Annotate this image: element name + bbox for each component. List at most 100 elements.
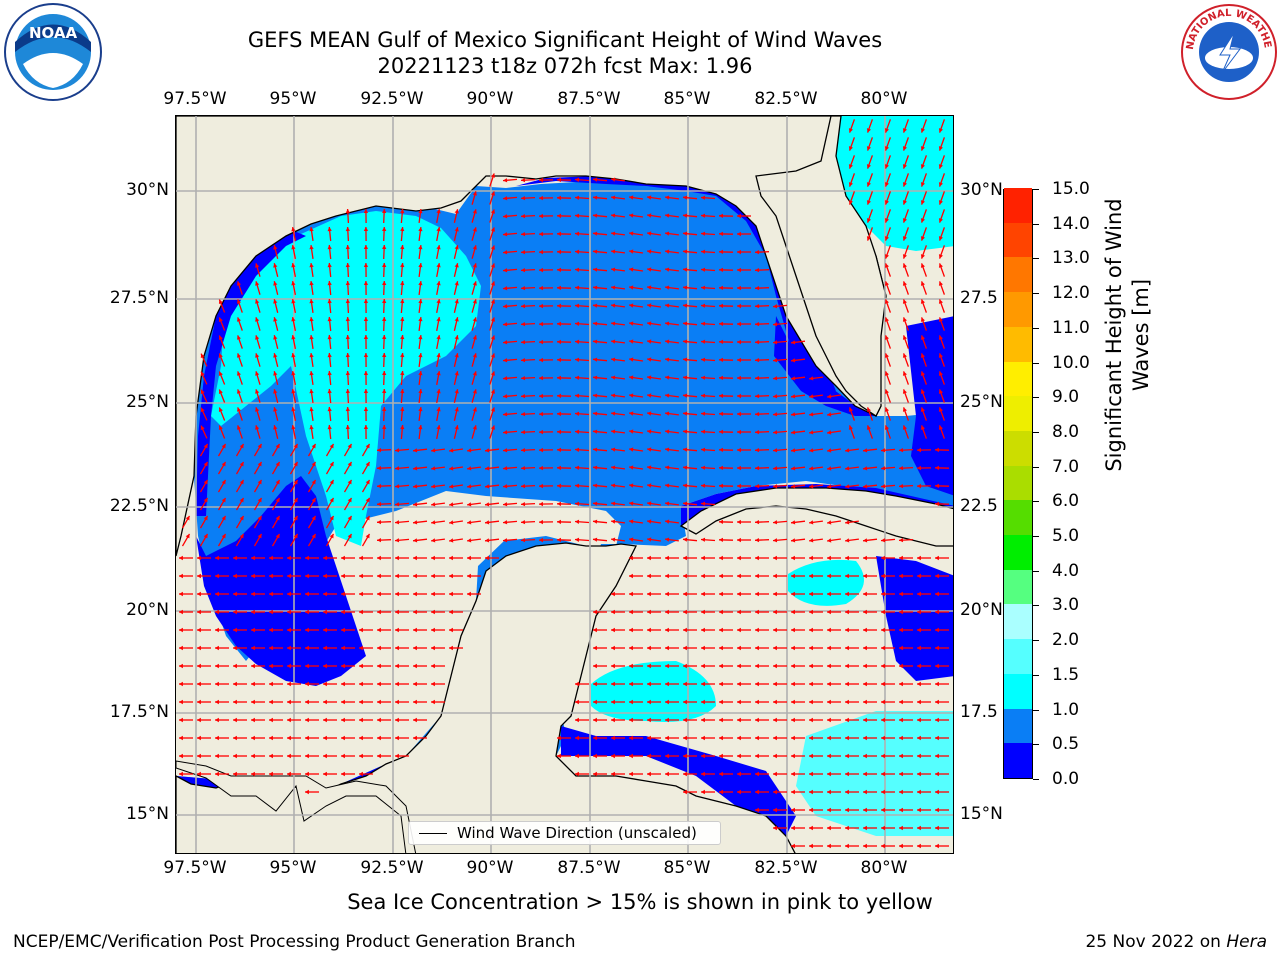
wave-direction-arrowhead xyxy=(935,591,939,597)
wave-direction-arrowhead xyxy=(920,407,925,412)
chart-title: GEFS MEAN Gulf of Mexico Significant Hei… xyxy=(247,28,883,52)
wave-direction-arrowhead xyxy=(575,303,580,308)
wave-direction-arrowhead xyxy=(881,771,885,777)
wave-direction-arrowhead xyxy=(377,466,381,471)
wave-direction-arrowhead xyxy=(575,771,579,777)
wave-direction-arrowhead xyxy=(647,267,652,272)
wave-direction-arrowhead xyxy=(809,591,813,597)
wave-direction-arrowhead xyxy=(773,825,777,831)
wave-direction-arrowhead xyxy=(863,484,868,489)
wave-direction-arrowhead xyxy=(845,520,850,525)
wave-direction-arrowhead xyxy=(400,371,405,376)
wave-direction-arrowhead xyxy=(237,335,241,340)
wave-direction-arrowhead xyxy=(269,591,273,597)
wave-direction-arrowhead xyxy=(179,609,183,615)
colorbar-segment xyxy=(1004,256,1032,293)
wave-direction-arrowhead xyxy=(382,389,387,393)
wave-direction-arrowhead xyxy=(467,484,472,489)
wave-direction-arrowhead xyxy=(665,375,670,380)
lat-label-right: 25°N xyxy=(960,392,1003,412)
wave-direction-arrowhead xyxy=(773,627,777,633)
wave-direction-arrowhead xyxy=(431,538,436,543)
wave-direction-arrowhead xyxy=(719,735,723,741)
wave-direction-arrowhead xyxy=(755,807,759,813)
wave-direction-arrowhead xyxy=(197,735,201,741)
wave-direction-arrowhead xyxy=(629,699,633,705)
wave-direction-arrowhead xyxy=(863,771,867,777)
wave-direction-arrowhead xyxy=(454,317,459,322)
wave-direction-arrowhead xyxy=(593,177,598,182)
wave-direction-arrowhead xyxy=(809,699,813,705)
wave-direction-arrowhead xyxy=(719,483,723,488)
nws-logo: NATIONAL WEATHER SERVICE xyxy=(1176,0,1278,101)
wave-direction-arrowhead xyxy=(593,519,598,524)
wave-direction-arrowhead xyxy=(665,663,669,669)
wave-direction-arrowhead xyxy=(341,645,345,651)
wave-direction-arrowhead xyxy=(521,358,526,363)
wave-direction-arrowhead xyxy=(179,717,183,723)
wave-direction-arrowhead xyxy=(683,267,688,272)
wave-direction-arrowhead xyxy=(503,322,508,327)
wave-direction-arrowhead xyxy=(629,429,634,434)
wave-direction-arrowhead xyxy=(382,425,387,429)
wave-direction-arrowhead xyxy=(899,645,903,651)
wave-direction-arrowhead xyxy=(449,555,453,561)
wave-direction-arrowhead xyxy=(827,645,831,651)
generation-date: 25 Nov 2022 on Hera xyxy=(1085,932,1267,952)
wave-direction-arrowhead xyxy=(521,484,526,489)
wave-direction-arrowhead xyxy=(917,735,921,741)
wave-direction-arrowhead xyxy=(215,699,219,705)
wave-direction-arrowhead xyxy=(647,699,651,705)
wave-direction-arrowhead xyxy=(293,515,298,521)
wave-direction-arrowhead xyxy=(215,609,219,615)
wave-direction-arrowhead xyxy=(755,286,760,291)
wave-direction-arrowhead xyxy=(275,533,280,539)
wave-direction-arrowhead xyxy=(920,371,925,376)
wave-direction-arrowhead xyxy=(683,627,687,633)
wave-direction-arrowhead xyxy=(323,771,327,777)
wave-direction-arrowhead xyxy=(755,573,759,579)
wave-direction-arrowhead xyxy=(436,389,441,394)
wave-direction-arrowhead xyxy=(902,254,907,259)
wave-direction-arrowhead xyxy=(413,609,417,615)
wave-direction-arrowhead xyxy=(665,501,670,506)
wave-direction-arrowhead xyxy=(809,448,814,453)
wave-direction-arrowhead xyxy=(345,371,350,376)
colorbar-tick-label: 12.0 xyxy=(1052,283,1090,304)
wave-direction-arrowhead xyxy=(521,538,526,543)
wave-direction-arrowhead xyxy=(755,358,760,363)
wave-direction-arrowhead xyxy=(179,645,183,651)
wave-direction-arrowhead xyxy=(773,394,778,399)
wave-direction-arrowhead xyxy=(293,461,298,467)
wave-direction-arrowhead xyxy=(490,317,495,322)
wave-direction-arrowhead xyxy=(719,465,723,470)
wave-direction-arrowhead xyxy=(611,357,616,362)
wave-direction-arrowhead xyxy=(665,465,670,470)
wave-direction-arrowhead xyxy=(899,573,903,579)
wave-direction-arrowhead xyxy=(345,299,350,304)
wave-direction-arrowhead xyxy=(472,191,477,196)
wave-direction-arrowhead xyxy=(454,209,459,214)
wave-direction-arrowhead xyxy=(293,443,298,449)
wave-direction-arrowhead xyxy=(200,389,205,395)
wave-direction-arrowhead xyxy=(359,753,363,759)
wave-direction-arrowhead xyxy=(737,231,741,237)
colorbar-tick-mark xyxy=(1033,223,1039,225)
wave-direction-arrowhead xyxy=(359,555,363,561)
wave-direction-arrowhead xyxy=(221,497,226,503)
wave-direction-arrowhead xyxy=(863,753,867,759)
wave-direction-arrowhead xyxy=(454,407,459,412)
wave-direction-arrowhead xyxy=(647,213,652,218)
wave-direction-arrowhead xyxy=(809,789,813,795)
wave-direction-arrowhead xyxy=(647,627,651,633)
wave-direction-arrowhead xyxy=(269,681,273,687)
wave-direction-arrowhead xyxy=(881,825,885,831)
lon-label-bottom: 90°W xyxy=(466,858,514,878)
wave-direction-arrowhead xyxy=(701,573,705,579)
wave-direction-arrowhead xyxy=(467,520,472,525)
wave-direction-arrowhead xyxy=(593,285,598,290)
wave-direction-arrowhead xyxy=(773,663,777,669)
wave-direction-arrowhead xyxy=(755,376,760,381)
wave-direction-arrowhead xyxy=(647,303,652,308)
wave-direction-arrowhead xyxy=(920,263,925,268)
